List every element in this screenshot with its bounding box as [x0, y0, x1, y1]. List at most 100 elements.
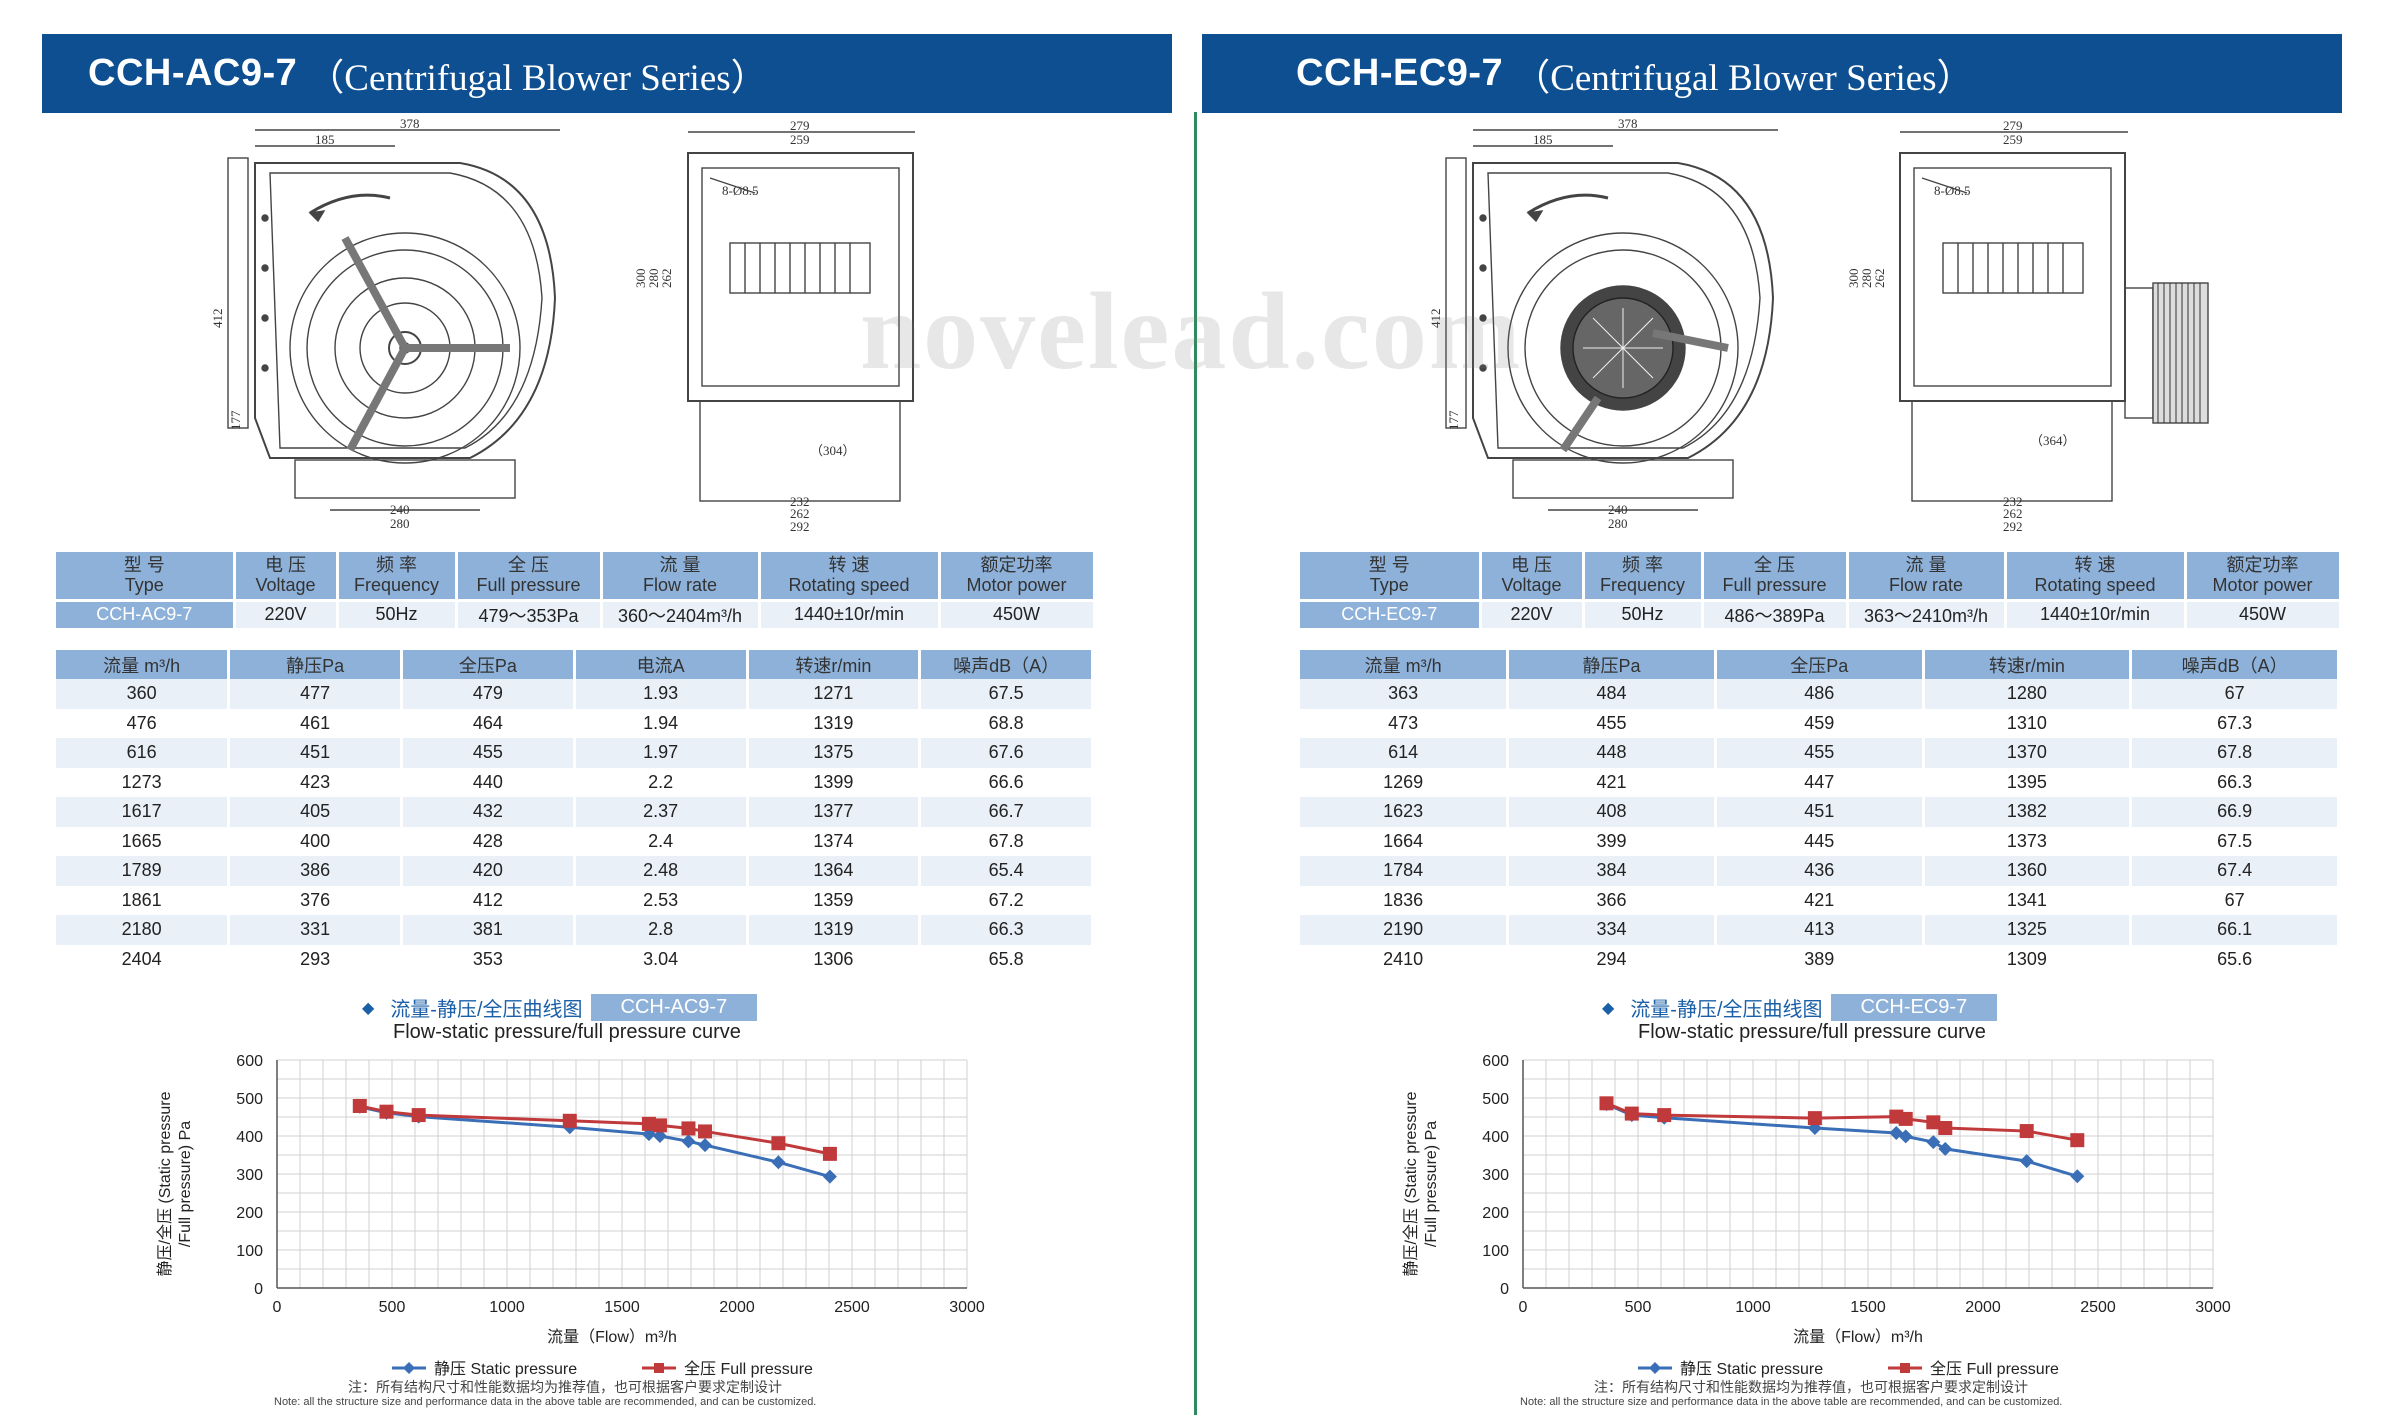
spec-header-cn: 频 率 [1621, 555, 1663, 576]
data-point-full [2070, 1133, 2085, 1148]
table-cell: 67.5 [2130, 826, 2340, 856]
dim-280: 280 [390, 516, 410, 531]
table-cell: 2.53 [574, 885, 749, 915]
table-row: 2410 294 389 1309 65.6 [1300, 944, 2340, 974]
dim-412: 412 [210, 309, 225, 329]
data-point-full [1599, 1096, 1614, 1111]
table-cell: 432 [401, 797, 576, 827]
right-chart: 0 100 200 300 400 500 600 0 500 1000 1500 2000 2500 3… [1396, 1050, 2256, 1385]
perf-header-row: 流量 m³/h 静压Pa 全压Pa 转速r/min 噪声dB（A） [1300, 650, 2340, 679]
table-cell: 455 [1507, 708, 1717, 738]
dim-259: 259 [790, 132, 810, 147]
data-point-static [822, 1169, 837, 1184]
spec-header-en: Rotating speed [2034, 575, 2156, 596]
spec-value-cell: 1440±10r/min [759, 598, 941, 628]
legend-label: 全压 Full pressure [684, 1360, 813, 1378]
spec-header-cell: 全 压 Full pressure [1702, 552, 1849, 600]
table-cell: 67.4 [2130, 856, 2340, 886]
spec-header-en: Frequency [1599, 575, 1686, 596]
table-cell: 420 [401, 856, 576, 886]
data-point-full [1807, 1111, 1822, 1126]
side-depth: （364） [2030, 433, 2076, 448]
spec-value-cell: 50Hz [337, 598, 458, 628]
table-cell: 1784 [1300, 856, 1510, 886]
table-cell: 65.6 [2130, 944, 2340, 974]
side-depth: （304） [810, 443, 856, 458]
dim-378: 378 [400, 118, 420, 131]
table-cell: 1617 [56, 797, 231, 827]
legend-marker [403, 1362, 415, 1374]
table-cell: 1359 [747, 885, 922, 915]
spec-header-cn: 全 压 [1753, 555, 1795, 576]
dim-292: 292 [2003, 519, 2023, 534]
table-cell: 353 [401, 944, 576, 974]
watermark: novelead.com [860, 270, 1523, 392]
table-row: 1664 399 445 1373 67.5 [1300, 826, 2340, 856]
spec-header-cell: 额定功率 Motor power [939, 552, 1096, 600]
legend-label: 静压 Static pressure [434, 1360, 577, 1378]
data-point-static [1926, 1135, 1941, 1150]
dim-262b: 262 [2003, 506, 2023, 521]
chart-title-cn: 流量-静压/全压曲线图 [1630, 999, 1823, 1021]
spec-header-cn: 型 号 [1368, 555, 1410, 576]
table-cell: 436 [1715, 856, 1925, 886]
table-cell: 461 [228, 708, 403, 738]
perf-header-cell: 静压Pa [228, 650, 403, 679]
spec-header-en: Voltage [255, 575, 316, 596]
table-row: 1789 386 420 2.48 1364 65.4 [56, 856, 1094, 886]
left-banner: CCH-AC9-7 （Centrifugal Blower Series） [42, 34, 1172, 113]
y-tick-label: 300 [236, 1167, 263, 1184]
spec-header-cn: 流 量 [659, 555, 701, 576]
data-point-static [1898, 1129, 1913, 1144]
dim-259: 259 [2003, 132, 2023, 147]
spec-header-cn: 型 号 [123, 555, 165, 576]
right-chart-svg: 0 100 200 300 400 500 600 0 500 1000 1500 2000 2500 3… [1402, 1053, 2231, 1378]
table-row: 1623 408 451 1382 66.9 [1300, 797, 2340, 827]
data-point-full [641, 1116, 656, 1131]
spec-value-cell: CCH-EC9-7 [1300, 598, 1482, 628]
perf-header-cell: 噪声dB（A） [2130, 650, 2340, 679]
table-cell: 1309 [1923, 944, 2133, 974]
right-banner: CCH-EC9-7 （Centrifugal Blower Series） [1202, 34, 2342, 113]
table-row: 1665 400 428 2.4 1374 67.8 [56, 826, 1094, 856]
left-chart-title: ◆ 流量-静压/全压曲线图 CCH-AC9-7 [362, 993, 758, 1022]
table-cell: 2.2 [574, 767, 749, 797]
table-cell: 66.3 [919, 915, 1094, 945]
y-tick-label: 100 [1482, 1243, 1509, 1260]
table-row: 2404 293 353 3.04 1306 65.8 [56, 944, 1094, 974]
table-cell: 484 [1507, 679, 1717, 709]
data-point-static [771, 1155, 786, 1170]
spec-value-cell: 479～353Pa [456, 598, 603, 628]
dim-300: 300 [633, 269, 648, 289]
table-cell: 66.3 [2130, 767, 2340, 797]
data-point-full [698, 1124, 713, 1139]
table-cell: 1306 [747, 944, 922, 974]
chart-model-tag: CCH-AC9-7 [590, 994, 758, 1021]
table-cell: 2410 [1300, 944, 1510, 974]
right-model-title: CCH-EC9-7 [1296, 52, 1504, 94]
dim-280: 280 [1608, 516, 1628, 531]
legend-marker [1649, 1362, 1661, 1374]
table-cell: 376 [228, 885, 403, 915]
x-tick-label: 2500 [2080, 1299, 2116, 1316]
spec-value-row: CCH-AC9-7 220V 50Hz 479～353Pa 360～2404m³/h 14… [56, 598, 1096, 628]
table-cell: 451 [1715, 797, 1925, 827]
dim-232: 232 [2003, 494, 2023, 509]
y-tick-label: 400 [236, 1129, 263, 1146]
table-cell: 67.6 [919, 738, 1094, 768]
table-cell: 421 [1507, 767, 1717, 797]
spec-header-en: Type [124, 575, 164, 596]
spec-value-cell: 220V [1480, 598, 1585, 628]
y-tick-label: 400 [1482, 1129, 1509, 1146]
x-tick-label: 0 [273, 1299, 282, 1316]
y-tick-label: 600 [1482, 1053, 1509, 1070]
spec-header-en: Full pressure [476, 575, 581, 596]
chart-model-tag: CCH-EC9-7 [1830, 994, 1998, 1021]
table-cell: 366 [1507, 885, 1717, 915]
table-cell: 412 [401, 885, 576, 915]
spec-header-cell: 电 压 Voltage [234, 552, 339, 600]
data-point-full [1938, 1121, 1953, 1136]
spec-header-en: Frequency [353, 575, 440, 596]
spec-header-en: Motor power [2212, 575, 2313, 596]
spec-header-en: Voltage [1501, 575, 1562, 596]
